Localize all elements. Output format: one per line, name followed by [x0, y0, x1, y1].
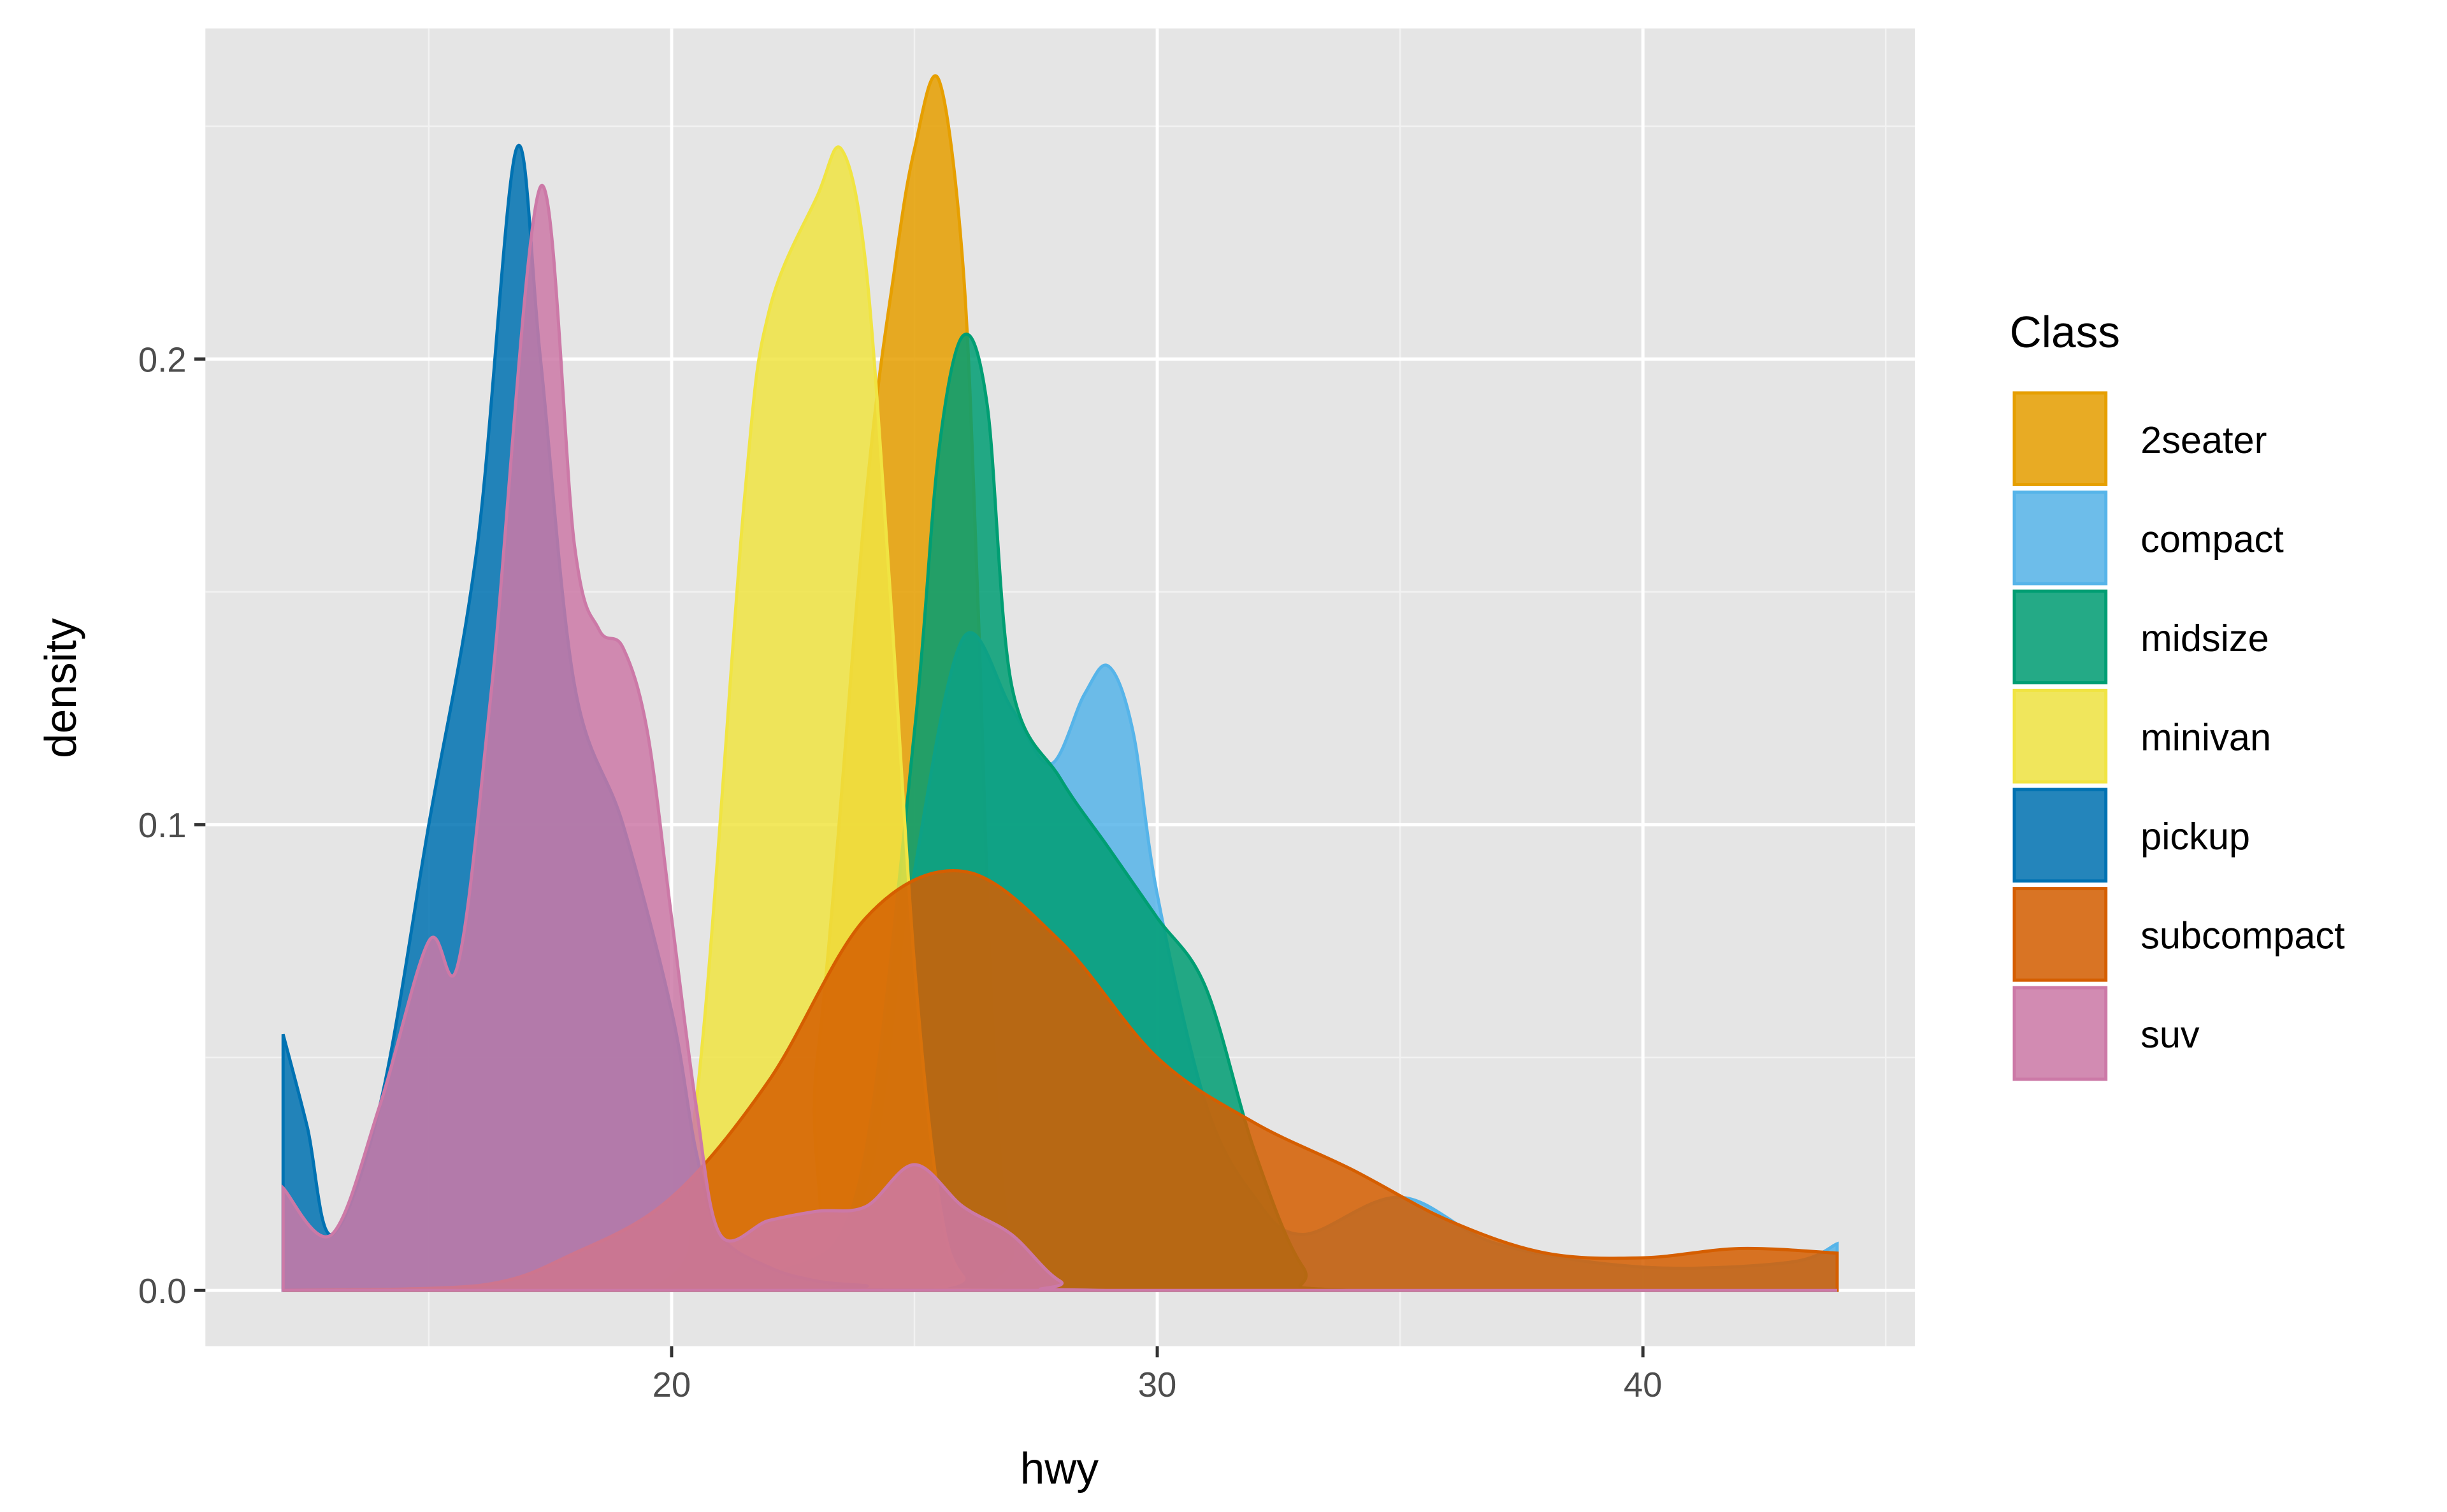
y-axis-title: density — [36, 618, 85, 758]
legend: Class 2seater compact midsize minivan pickup… — [2010, 307, 2345, 1081]
legend-title: Class — [2010, 307, 2120, 357]
density-area-suv — [281, 184, 1837, 1292]
x-tick-label: 30 — [1138, 1365, 1177, 1404]
legend-label: pickup — [2140, 815, 2250, 858]
x-tick-label: 40 — [1624, 1365, 1663, 1404]
legend-swatch-2seater — [2012, 391, 2108, 486]
legend-swatch-subcompact — [2012, 887, 2108, 982]
y-tick-label: 0.1 — [138, 806, 187, 845]
axis-ticks: 20 30 40 0.0 0.1 0.2 — [138, 340, 1663, 1404]
legend-label: midsize — [2140, 617, 2269, 659]
legend-swatch-compact — [2012, 490, 2108, 586]
density-areas — [281, 74, 1839, 1292]
y-tick-label: 0.2 — [138, 340, 187, 379]
legend-swatch-midsize — [2012, 589, 2108, 685]
legend-label: minivan — [2140, 716, 2271, 759]
x-tick-label: 20 — [653, 1365, 691, 1404]
legend-label: subcompact — [2140, 914, 2345, 957]
legend-label: suv — [2140, 1013, 2200, 1056]
legend-swatch-minivan — [2012, 688, 2108, 784]
y-tick-label: 0.0 — [138, 1272, 187, 1311]
legend-swatch-suv — [2012, 986, 2108, 1081]
legend-swatch-pickup — [2012, 788, 2108, 883]
legend-label: 2seater — [2140, 419, 2267, 461]
legend-label: compact — [2140, 517, 2284, 560]
x-axis-title: hwy — [1020, 1443, 1099, 1493]
